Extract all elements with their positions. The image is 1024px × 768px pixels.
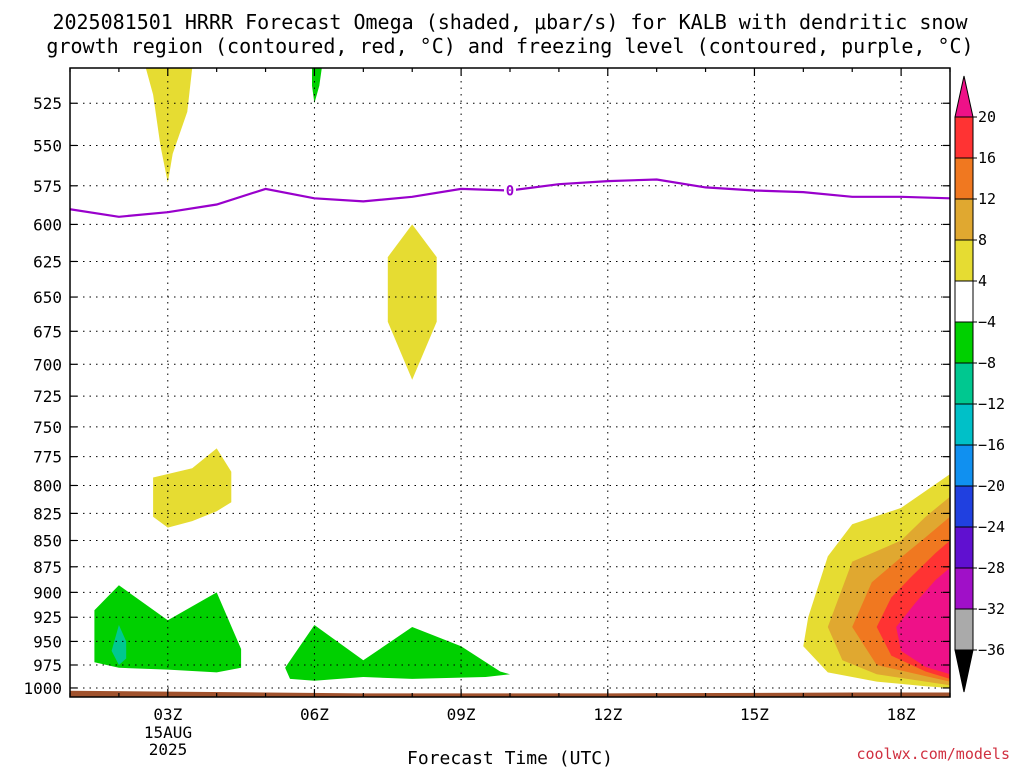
- colorbar-label: 4: [978, 272, 987, 290]
- colorbar-label: −12: [978, 395, 1005, 413]
- y-tick-label: 925: [33, 608, 62, 627]
- omega-region-11: [896, 567, 950, 675]
- omega-region-4: [94, 585, 242, 673]
- colorbar-label: −24: [978, 518, 1005, 536]
- y-tick-label: 900: [33, 583, 62, 602]
- y-axis: 525 550 575 600 625 650 675 700 725 750 775 800 825 8…: [23, 94, 950, 698]
- x-tick-label: 03Z: [153, 705, 182, 724]
- colorbar-label: 8: [978, 231, 987, 249]
- chart-title-line1: 2025081501 HRRR Forecast Omega (shaded, …: [52, 10, 968, 34]
- colorbar-bottom-triangle: [954, 649, 974, 693]
- y-tick-label: 825: [33, 504, 62, 523]
- y-tick-label: 575: [33, 177, 62, 196]
- y-tick-label: 750: [33, 418, 62, 437]
- colorbar-label: 16: [978, 149, 996, 167]
- colorbar-label: 20: [978, 108, 996, 126]
- freezing-level-contour: 0: [70, 178, 950, 218]
- colorbar-label: 12: [978, 190, 996, 208]
- colorbar: 20 16 12 8 4 −4 −8 −12 −16 −20 −24 −28 −32 −36: [954, 75, 1005, 693]
- freezing-level-label-bg: [504, 182, 516, 198]
- colorbar-swatch: [954, 485, 974, 528]
- x-axis: 03Z 06Z 09Z 12Z 15Z 18Z: [69, 68, 951, 724]
- omega-shading: [94, 68, 950, 688]
- colorbar-swatch: [954, 362, 974, 405]
- omega-region-3: [153, 448, 232, 528]
- y-tick-label: 550: [33, 136, 62, 155]
- colorbar-label: −20: [978, 477, 1005, 495]
- omega-region-2: [387, 224, 437, 380]
- x-tick-label: 09Z: [447, 705, 476, 724]
- colorbar-swatch: [954, 239, 974, 282]
- y-tick-label: 800: [33, 476, 62, 495]
- chart-title-line2: growth region (contoured, red, °C) and f…: [46, 34, 973, 58]
- y-tick-label: 700: [33, 355, 62, 374]
- colorbar-swatch: [954, 157, 974, 200]
- x-tick-label: 18Z: [887, 705, 916, 724]
- y-tick-label: 650: [33, 288, 62, 307]
- omega-region-0: [145, 68, 193, 183]
- colorbar-swatch: [954, 444, 974, 487]
- colorbar-swatch: [954, 608, 974, 651]
- y-tick-label: 600: [33, 215, 62, 234]
- colorbar-swatch: [954, 116, 974, 159]
- date-label-day: 15AUG: [144, 723, 192, 742]
- x-tick-label: 06Z: [300, 705, 329, 724]
- y-tick-label: 1000: [23, 679, 62, 698]
- y-tick-label: 725: [33, 387, 62, 406]
- colorbar-label: −28: [978, 559, 1005, 577]
- colorbar-swatch: [954, 567, 974, 610]
- y-tick-label: 950: [33, 632, 62, 651]
- omega-region-5: [111, 625, 127, 665]
- y-tick-label: 675: [33, 322, 62, 341]
- colorbar-swatch: [954, 321, 974, 364]
- x-axis-label: Forecast Time (UTC): [407, 748, 613, 768]
- colorbar-swatch: [954, 280, 974, 323]
- y-tick-label: 875: [33, 558, 62, 577]
- colorbar-top-triangle: [954, 75, 974, 118]
- colorbar-label: −36: [978, 641, 1005, 659]
- x-tick-label: 15Z: [740, 705, 769, 724]
- y-tick-label: 850: [33, 531, 62, 550]
- x-tick-label: 12Z: [593, 705, 622, 724]
- colorbar-label: −8: [978, 354, 996, 372]
- colorbar-swatch: [954, 526, 974, 569]
- y-tick-label: 775: [33, 448, 62, 467]
- y-tick-label: 525: [33, 94, 62, 113]
- colorbar-label: −16: [978, 436, 1005, 454]
- freezing-level-label: 0: [506, 184, 514, 200]
- colorbar-label: −32: [978, 600, 1005, 618]
- colorbar-swatch: [954, 198, 974, 241]
- colorbar-swatch: [954, 403, 974, 446]
- y-tick-label: 975: [33, 656, 62, 675]
- date-label-year: 2025: [149, 740, 188, 759]
- y-tick-label: 625: [33, 252, 62, 271]
- omega-region-1: [312, 68, 322, 104]
- colorbar-label: −4: [978, 313, 996, 331]
- grid: [70, 68, 950, 697]
- omega-region-6: [285, 625, 510, 681]
- credit-text: coolwx.com/models: [856, 745, 1010, 763]
